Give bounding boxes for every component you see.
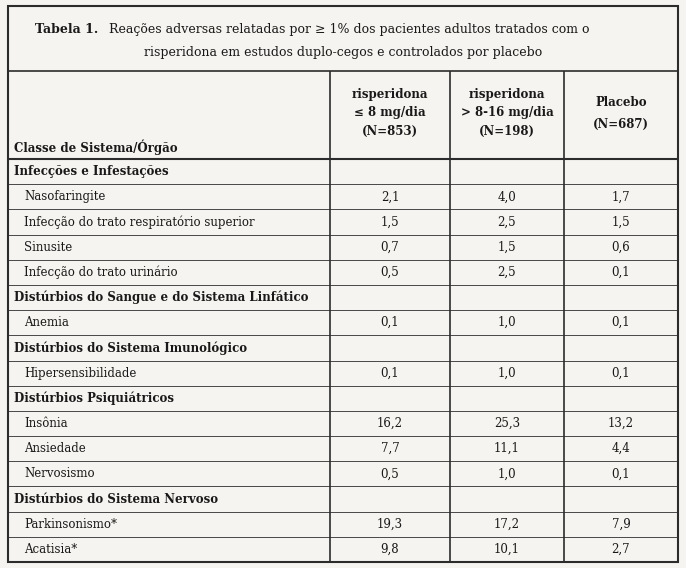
Text: 0,1: 0,1	[381, 316, 399, 329]
Text: 0,6: 0,6	[612, 241, 630, 254]
Text: Reações adversas relatadas por ≥ 1% dos pacientes adultos tratados com o: Reações adversas relatadas por ≥ 1% dos …	[97, 23, 589, 36]
Text: 1,5: 1,5	[612, 215, 630, 228]
Text: Nervosismo: Nervosismo	[24, 467, 95, 481]
Text: Insônia: Insônia	[24, 417, 68, 430]
Text: 4,4: 4,4	[612, 442, 630, 455]
Text: 1,0: 1,0	[497, 316, 517, 329]
Text: 1,0: 1,0	[497, 366, 517, 379]
Text: 17,2: 17,2	[494, 517, 520, 531]
Text: 1,7: 1,7	[612, 190, 630, 203]
Text: Nasofaringite: Nasofaringite	[24, 190, 106, 203]
Text: 0,7: 0,7	[381, 241, 399, 254]
Text: 9,8: 9,8	[381, 543, 399, 556]
Text: Infecção do trato respiratório superior: Infecção do trato respiratório superior	[24, 215, 255, 229]
Text: Parkinsonismo*: Parkinsonismo*	[24, 517, 117, 531]
Text: 0,1: 0,1	[381, 366, 399, 379]
Text: Distúrbios do Sistema Nervoso: Distúrbios do Sistema Nervoso	[14, 492, 218, 506]
Text: (N=198): (N=198)	[479, 125, 535, 137]
Text: (N=687): (N=687)	[593, 118, 649, 131]
Text: 4,0: 4,0	[497, 190, 517, 203]
Text: 16,2: 16,2	[377, 417, 403, 430]
Text: 2,7: 2,7	[612, 543, 630, 556]
Text: 13,2: 13,2	[608, 417, 634, 430]
Text: 2,5: 2,5	[497, 266, 517, 279]
Text: (N=853): (N=853)	[362, 125, 418, 137]
Text: > 8-16 mg/dia: > 8-16 mg/dia	[460, 106, 554, 119]
Text: 2,1: 2,1	[381, 190, 399, 203]
Text: 0,1: 0,1	[612, 316, 630, 329]
Text: 19,3: 19,3	[377, 517, 403, 531]
Text: Infecções e Infestações: Infecções e Infestações	[14, 165, 169, 178]
Text: 0,1: 0,1	[612, 266, 630, 279]
Text: Acatisia*: Acatisia*	[24, 543, 78, 556]
Text: ≤ 8 mg/dia: ≤ 8 mg/dia	[354, 106, 426, 119]
Text: risperidona: risperidona	[352, 88, 428, 101]
Text: 7,9: 7,9	[612, 517, 630, 531]
Text: 10,1: 10,1	[494, 543, 520, 556]
Text: Tabela 1.: Tabela 1.	[35, 23, 98, 36]
Text: Ansiedade: Ansiedade	[24, 442, 86, 455]
Text: 25,3: 25,3	[494, 417, 520, 430]
Text: 0,1: 0,1	[612, 467, 630, 481]
Text: 2,5: 2,5	[497, 215, 517, 228]
Text: Sinusite: Sinusite	[24, 241, 72, 254]
Text: 0,5: 0,5	[381, 467, 399, 481]
Text: 1,5: 1,5	[497, 241, 517, 254]
Text: Distúrbios do Sistema Imunológico: Distúrbios do Sistema Imunológico	[14, 341, 247, 354]
Text: 7,7: 7,7	[381, 442, 399, 455]
Text: 1,0: 1,0	[497, 467, 517, 481]
Text: risperidona em estudos duplo-cegos e controlados por placebo: risperidona em estudos duplo-cegos e con…	[144, 46, 542, 59]
Text: Anemia: Anemia	[24, 316, 69, 329]
Text: Classe de Sistema/Órgão: Classe de Sistema/Órgão	[14, 139, 178, 154]
Text: Placebo: Placebo	[595, 97, 647, 110]
Text: risperidona: risperidona	[469, 88, 545, 101]
Text: Distúrbios Psiquiátricos: Distúrbios Psiquiátricos	[14, 391, 174, 405]
Text: Distúrbios do Sangue e do Sistema Linfático: Distúrbios do Sangue e do Sistema Linfát…	[14, 291, 309, 304]
Text: Infecção do trato urinário: Infecção do trato urinário	[24, 266, 178, 279]
Text: 1,5: 1,5	[381, 215, 399, 228]
Text: Hipersensibilidade: Hipersensibilidade	[24, 366, 137, 379]
Text: 11,1: 11,1	[494, 442, 520, 455]
Text: 0,5: 0,5	[381, 266, 399, 279]
Text: 0,1: 0,1	[612, 366, 630, 379]
